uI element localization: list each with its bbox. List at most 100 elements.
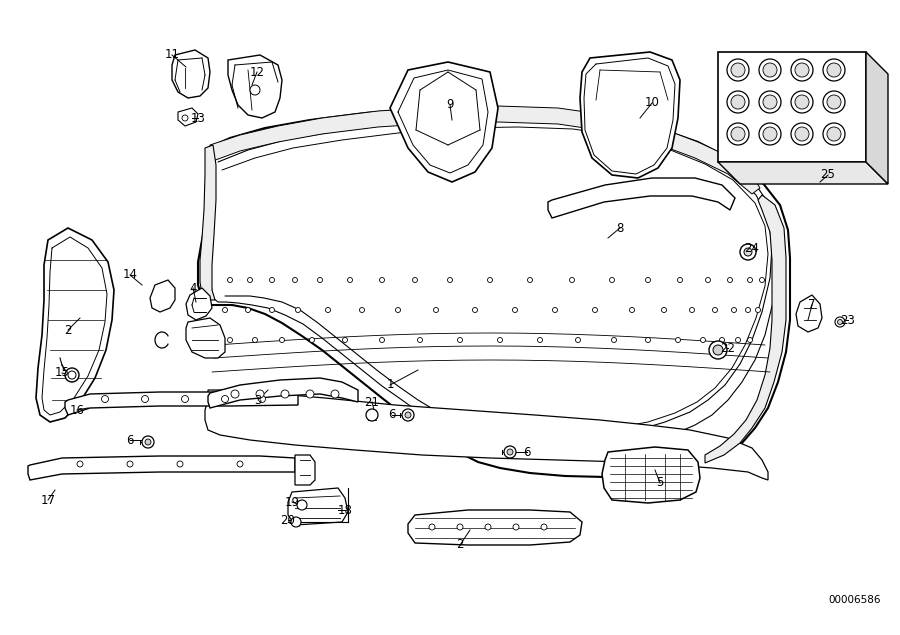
- Text: 5: 5: [656, 476, 663, 490]
- Circle shape: [795, 63, 809, 77]
- Circle shape: [380, 277, 384, 283]
- Circle shape: [678, 277, 682, 283]
- Circle shape: [182, 115, 188, 121]
- Circle shape: [745, 307, 751, 312]
- Circle shape: [719, 337, 724, 342]
- Polygon shape: [718, 52, 866, 162]
- Circle shape: [258, 396, 265, 403]
- Circle shape: [700, 337, 706, 342]
- Circle shape: [256, 390, 264, 398]
- Circle shape: [102, 396, 109, 403]
- Polygon shape: [186, 318, 225, 358]
- Circle shape: [791, 91, 813, 113]
- Text: 9: 9: [446, 98, 454, 112]
- Text: 14: 14: [122, 269, 138, 281]
- Circle shape: [763, 127, 777, 141]
- Polygon shape: [198, 107, 790, 477]
- Circle shape: [838, 319, 842, 324]
- Circle shape: [645, 277, 651, 283]
- Polygon shape: [580, 52, 680, 178]
- Circle shape: [827, 63, 841, 77]
- Polygon shape: [408, 510, 582, 545]
- Circle shape: [485, 524, 491, 530]
- Text: 2: 2: [64, 323, 72, 337]
- Text: 23: 23: [841, 314, 855, 326]
- Circle shape: [513, 524, 519, 530]
- Circle shape: [457, 524, 463, 530]
- Circle shape: [434, 307, 438, 312]
- Circle shape: [791, 59, 813, 81]
- Circle shape: [498, 337, 502, 342]
- Circle shape: [457, 337, 463, 342]
- Text: 3: 3: [255, 394, 262, 406]
- Circle shape: [331, 390, 339, 398]
- Circle shape: [759, 59, 781, 81]
- Text: 20: 20: [281, 514, 295, 526]
- Circle shape: [735, 337, 741, 342]
- Text: 22: 22: [721, 342, 735, 354]
- Polygon shape: [172, 50, 210, 98]
- Circle shape: [795, 95, 809, 109]
- Polygon shape: [28, 456, 295, 480]
- Circle shape: [405, 412, 411, 418]
- Circle shape: [645, 337, 651, 342]
- Circle shape: [662, 307, 667, 312]
- Text: 17: 17: [40, 493, 56, 507]
- Circle shape: [759, 123, 781, 145]
- Circle shape: [142, 436, 154, 448]
- Circle shape: [269, 307, 274, 312]
- Circle shape: [760, 277, 764, 283]
- Polygon shape: [228, 55, 282, 118]
- Circle shape: [395, 307, 400, 312]
- Polygon shape: [548, 178, 735, 218]
- Circle shape: [237, 461, 243, 467]
- Polygon shape: [36, 228, 114, 422]
- Circle shape: [326, 307, 330, 312]
- Circle shape: [402, 409, 414, 421]
- Polygon shape: [288, 488, 348, 525]
- Circle shape: [727, 91, 749, 113]
- Circle shape: [281, 390, 289, 398]
- Circle shape: [527, 277, 533, 283]
- Circle shape: [306, 390, 314, 398]
- Circle shape: [755, 307, 760, 312]
- Circle shape: [65, 368, 79, 382]
- Circle shape: [740, 244, 756, 260]
- Circle shape: [611, 337, 616, 342]
- Circle shape: [418, 337, 422, 342]
- Text: 11: 11: [165, 48, 179, 62]
- Circle shape: [763, 95, 777, 109]
- Circle shape: [228, 337, 232, 342]
- Circle shape: [447, 277, 453, 283]
- Circle shape: [127, 461, 133, 467]
- Circle shape: [228, 277, 232, 283]
- Circle shape: [791, 123, 813, 145]
- Circle shape: [823, 59, 845, 81]
- Text: 13: 13: [191, 112, 205, 124]
- Circle shape: [182, 396, 188, 403]
- Circle shape: [295, 307, 301, 312]
- Text: 10: 10: [644, 97, 660, 109]
- Circle shape: [231, 390, 239, 398]
- Circle shape: [68, 371, 76, 379]
- Polygon shape: [390, 62, 498, 182]
- Circle shape: [744, 248, 752, 256]
- Circle shape: [727, 123, 749, 145]
- Circle shape: [592, 307, 598, 312]
- Circle shape: [512, 307, 517, 312]
- Text: 25: 25: [821, 168, 835, 182]
- Text: 4: 4: [189, 281, 197, 295]
- Text: 19: 19: [284, 495, 300, 509]
- Text: 8: 8: [616, 222, 624, 234]
- Circle shape: [689, 307, 695, 312]
- Text: 2: 2: [456, 538, 464, 552]
- Circle shape: [609, 277, 615, 283]
- Circle shape: [380, 337, 384, 342]
- Circle shape: [246, 307, 250, 312]
- Circle shape: [347, 277, 353, 283]
- Circle shape: [359, 307, 364, 312]
- Polygon shape: [705, 195, 786, 463]
- Circle shape: [706, 277, 710, 283]
- Circle shape: [429, 524, 435, 530]
- Circle shape: [297, 500, 307, 510]
